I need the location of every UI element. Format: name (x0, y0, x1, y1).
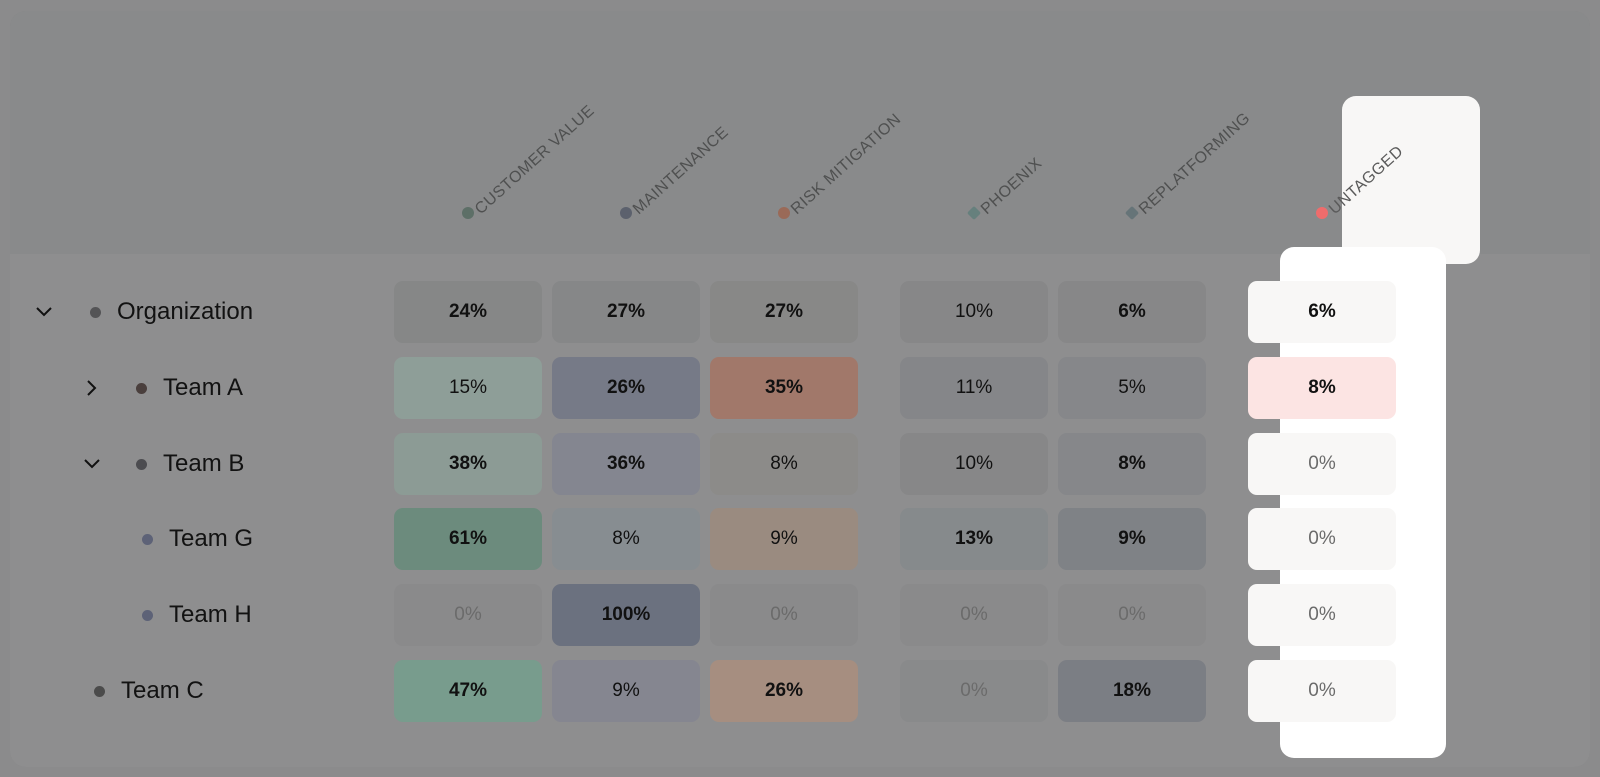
matrix-cell[interactable]: 8% (710, 433, 858, 495)
row-dot-icon (136, 382, 147, 394)
row-name: Team C (121, 677, 204, 704)
chevron-right-icon[interactable] (82, 373, 102, 403)
matrix-cell[interactable]: 5% (1058, 357, 1206, 419)
matrix-cell[interactable]: 9% (1058, 508, 1206, 570)
matrix-cell[interactable]: 0% (394, 584, 542, 646)
matrix-cell[interactable]: 15% (394, 357, 542, 419)
matrix-cell[interactable]: 13% (900, 508, 1048, 570)
matrix-cell[interactable]: 35% (710, 357, 858, 419)
matrix-cell[interactable]: 0% (900, 584, 1048, 646)
matrix-cell[interactable]: 0% (1058, 584, 1206, 646)
matrix-cell[interactable]: 26% (710, 660, 858, 722)
matrix-cell[interactable]: 38% (394, 433, 542, 495)
matrix-cell[interactable]: 0% (710, 584, 858, 646)
row-dot-icon (136, 458, 147, 470)
column-dot-icon (462, 207, 474, 219)
matrix-cell[interactable]: 0% (1248, 660, 1396, 722)
untagged-header-card (1342, 96, 1480, 264)
row-name: Team H (169, 601, 252, 628)
row-dot-icon (90, 306, 101, 318)
matrix-cell[interactable]: 18% (1058, 660, 1206, 722)
row-name: Organization (117, 298, 254, 325)
chevron-down-icon[interactable] (82, 449, 102, 479)
row-label[interactable]: Team G (142, 524, 253, 554)
matrix-cell[interactable]: 6% (1248, 281, 1396, 343)
matrix-cell[interactable]: 9% (710, 508, 858, 570)
column-dot-icon (1316, 207, 1328, 219)
matrix-cell[interactable]: 10% (900, 433, 1048, 495)
matrix-cell[interactable]: 47% (394, 660, 542, 722)
matrix-cell[interactable]: 8% (1058, 433, 1206, 495)
matrix-cell[interactable]: 27% (552, 281, 700, 343)
chevron-down-icon[interactable] (34, 297, 54, 327)
matrix-cell[interactable]: 0% (1248, 584, 1396, 646)
row-label[interactable]: Organization (90, 297, 253, 327)
row-label[interactable]: Team B (136, 449, 244, 479)
row-dot-icon (142, 609, 153, 621)
column-dot-icon (620, 207, 632, 219)
row-label[interactable]: Team A (136, 373, 243, 403)
row-dot-icon (142, 533, 153, 545)
matrix-cell[interactable]: 9% (552, 660, 700, 722)
matrix-cell[interactable]: 26% (552, 357, 700, 419)
matrix-cell[interactable]: 61% (394, 508, 542, 570)
matrix-panel: CUSTOMER VALUE MAINTENANCE RISK MITIGATION… (10, 11, 1590, 767)
row-name: Team B (163, 450, 245, 477)
matrix-cell[interactable]: 27% (710, 281, 858, 343)
matrix-cell[interactable]: 8% (552, 508, 700, 570)
matrix-cell[interactable]: 36% (552, 433, 700, 495)
matrix-cell[interactable]: 24% (394, 281, 542, 343)
matrix-cell[interactable]: 8% (1248, 357, 1396, 419)
row-name: Team G (169, 525, 254, 552)
matrix-cell[interactable]: 0% (900, 660, 1048, 722)
matrix-cell[interactable]: 10% (900, 281, 1048, 343)
column-dot-icon (778, 207, 790, 219)
row-label[interactable]: Team C (94, 676, 204, 706)
row-label[interactable]: Team H (142, 600, 252, 630)
matrix-cell[interactable]: 0% (1248, 508, 1396, 570)
row-name: Team A (163, 374, 244, 401)
matrix-cell[interactable]: 6% (1058, 281, 1206, 343)
row-dot-icon (94, 685, 105, 697)
matrix-cell[interactable]: 11% (900, 357, 1048, 419)
matrix-cell[interactable]: 0% (1248, 433, 1396, 495)
matrix-cell[interactable]: 100% (552, 584, 700, 646)
